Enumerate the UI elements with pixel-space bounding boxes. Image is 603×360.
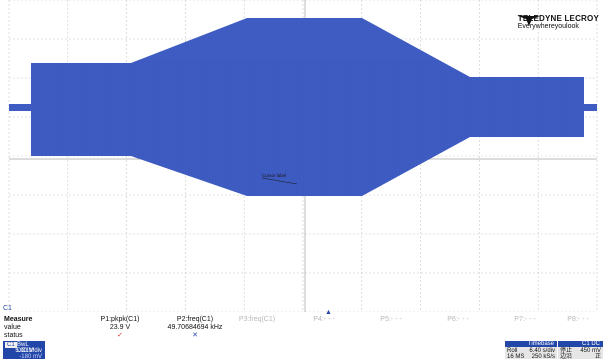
channel-tag: C1 (5, 342, 17, 348)
waveform-grid: Cursor label (8, 0, 598, 312)
timebase-mode: Roll (507, 348, 518, 354)
measure-table: Measure value status P1:pkpk(C1) 23.9 V … (0, 314, 603, 340)
trace-baseline-right (584, 104, 597, 111)
status-bar: C1 BwL DC1M 5.00 V/div -180 mV Timebase … (0, 340, 603, 360)
trigger-header: C1 DC (558, 341, 603, 347)
brand-tagline: Everywhereyoulook (517, 23, 579, 30)
param-name: P8:- - - (567, 316, 589, 323)
trigger-descriptor[interactable]: C1 DC 停止 450 mV 边沿 正 (558, 341, 603, 360)
measure-param-p4[interactable]: P4:- - - (294, 316, 354, 324)
teledyne-logo-icon (517, 16, 540, 26)
timebase-header: Timebase (505, 341, 557, 347)
measure-row-labels: Measure value status (4, 316, 32, 340)
param-name: P6:- - - (447, 316, 469, 323)
measure-header: Measure (4, 316, 33, 323)
measure-param-p7[interactable]: P7:- - - (495, 316, 555, 324)
channel-marker[interactable]: C1 (3, 305, 12, 312)
measure-param-p1[interactable]: P1:pkpk(C1) 23.9 V ✓ (90, 316, 150, 340)
timebase-descriptor[interactable]: Timebase Roll 6.40 s/div 16 MS 250 kS/s (505, 341, 557, 360)
waveform-envelope (31, 18, 584, 196)
trigger-type: 边沿 (560, 354, 573, 360)
param-value: 23.9 V (109, 324, 131, 331)
param-name: P3:freq(C1) (238, 316, 276, 323)
timebase-sample-rate: 250 kS/s (531, 354, 555, 360)
channel-descriptor-c1[interactable]: C1 BwL DC1M 5.00 V/div -180 mV (3, 341, 45, 360)
timebase-memory: 16 MS (507, 354, 525, 360)
param-name: P7:- - - (514, 316, 536, 323)
brand-logo: TELEDYNE LECROY Everywhereyoulook (517, 14, 599, 31)
trigger-state: 停止 (560, 348, 573, 354)
param-name: P5:- - - (380, 316, 402, 323)
trigger-level: 450 mV (580, 348, 601, 354)
measure-status-label: status (4, 332, 23, 339)
channel-offset: -180 mV (19, 354, 42, 360)
measure-param-p2[interactable]: P2:freq(C1) 49.70684694 kHz ✕ (150, 316, 240, 340)
trigger-position-marker[interactable]: ▲ (325, 309, 332, 316)
channel-volts-div: 5.00 V/div (15, 348, 42, 354)
measure-param-p3[interactable]: P3:freq(C1) (227, 316, 287, 324)
brand-name: TELEDYNE LECROY (517, 14, 599, 23)
measure-param-p5[interactable]: P5:- - - (361, 316, 421, 324)
cursor-label: Cursor label (262, 173, 286, 178)
cursor-leader-line (261, 177, 298, 185)
channel-coupling: BwL DC1M (17, 342, 35, 354)
status-ok-icon: ✓ (117, 332, 123, 339)
trigger-slope: 正 (594, 354, 601, 360)
param-value: 49.70684694 kHz (167, 324, 223, 331)
status-fail-icon: ✕ (192, 332, 198, 339)
timebase-time-div: 6.40 s/div (529, 348, 555, 354)
measure-value-label: value (4, 324, 21, 331)
trace-baseline-left (9, 104, 31, 111)
measure-param-p8[interactable]: P8:- - - (548, 316, 603, 324)
waveform-display[interactable]: Cursor label TELEDYNE LECROY Everywherey… (0, 0, 603, 316)
param-name: P4:- - - (313, 316, 335, 323)
measure-param-p6[interactable]: P6:- - - (428, 316, 488, 324)
param-name: P2:freq(C1) (176, 316, 214, 323)
param-name: P1:pkpk(C1) (100, 316, 140, 323)
